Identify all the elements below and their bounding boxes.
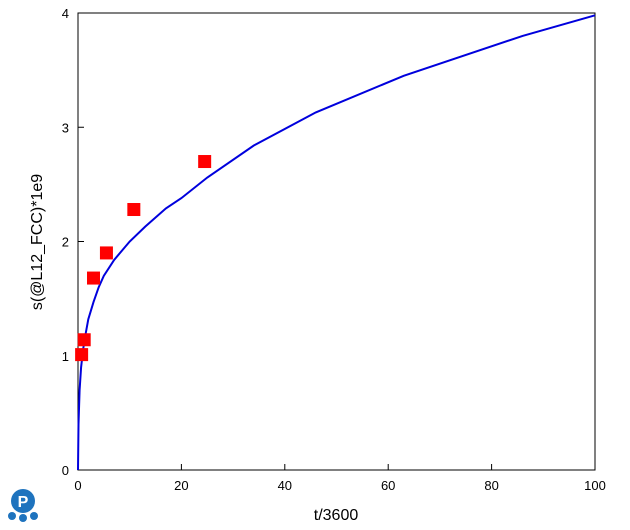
p-logo-icon: P [8,489,38,522]
x-tick-label: 80 [484,478,498,493]
data-point-marker [87,271,101,285]
x-tick-label: 60 [381,478,395,493]
x-tick-label: 20 [174,478,188,493]
x-tick-label: 0 [74,478,81,493]
x-tick-label: 100 [584,478,606,493]
y-tick-label: 4 [62,6,69,21]
data-point-marker [198,155,212,169]
x-tick-label: 40 [278,478,292,493]
series-line [77,14,596,471]
plot-area: 0 20 40 60 80 100 0 1 2 3 4 [62,6,606,493]
data-point-marker [77,333,91,347]
plot-frame [77,12,596,471]
y-tick-label: 3 [62,120,69,135]
y-tick-label: 2 [62,235,69,250]
y-tick-label: 1 [62,349,69,364]
svg-text:P: P [18,494,29,511]
x-axis-title: t/3600 [314,507,359,524]
data-point-marker [127,203,141,217]
data-point-marker [75,348,89,362]
y-tick-label: 0 [62,463,69,478]
data-point-marker [99,246,113,260]
y-axis-title: s(@L12_FCC)*1e9 [29,174,46,310]
